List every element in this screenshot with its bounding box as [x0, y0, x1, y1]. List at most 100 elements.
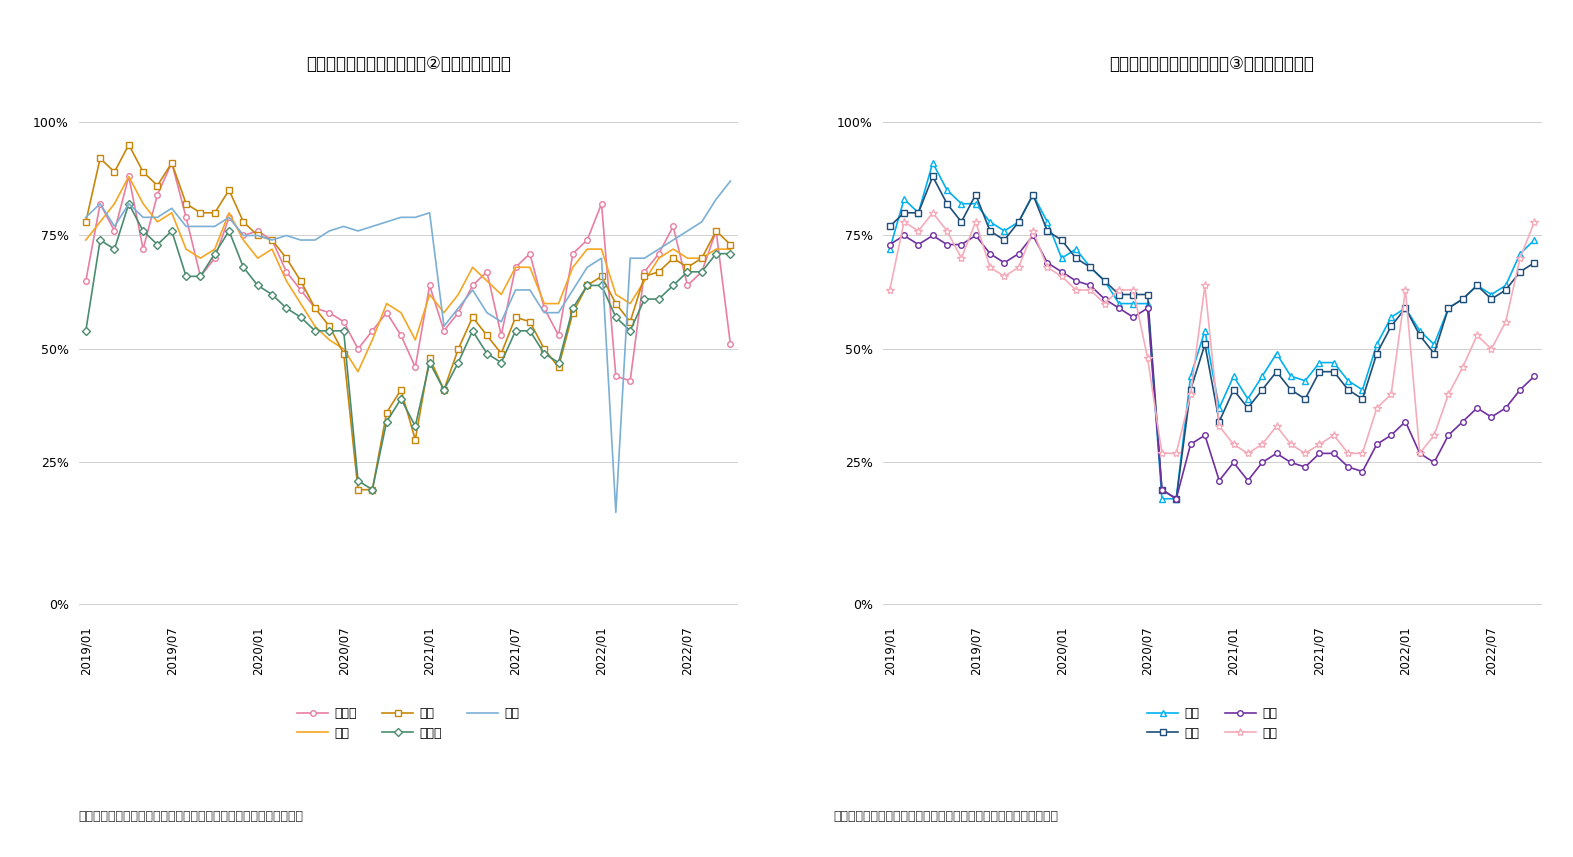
東北	[664, 244, 683, 255]
中国	[1381, 430, 1400, 440]
東海	[1482, 290, 1501, 300]
北海道	[190, 271, 209, 281]
北海道	[105, 225, 124, 236]
東海	[1139, 298, 1158, 309]
東北	[650, 253, 669, 263]
北陸	[277, 231, 296, 241]
北海道	[577, 235, 596, 245]
近畿	[1468, 280, 1486, 291]
東海	[1411, 326, 1430, 336]
甲信越	[621, 326, 640, 336]
九州	[909, 225, 928, 236]
関東	[249, 231, 267, 241]
北陸	[392, 213, 411, 223]
Line: 九州: 九州	[886, 208, 1538, 458]
北海道	[462, 280, 481, 291]
九州	[1453, 362, 1472, 372]
北陸	[692, 217, 711, 227]
東海	[1339, 375, 1357, 386]
中国	[1139, 303, 1158, 314]
九州	[1038, 262, 1057, 273]
東海	[980, 217, 999, 227]
北陸	[349, 225, 368, 236]
甲信越	[206, 249, 225, 259]
中国	[1238, 476, 1257, 486]
北陸	[478, 308, 497, 318]
北陸	[105, 221, 124, 231]
東北	[305, 321, 324, 332]
中国	[1095, 294, 1114, 304]
九州	[1425, 430, 1444, 440]
北海道	[263, 235, 282, 245]
東海	[1081, 262, 1100, 273]
東北	[333, 344, 352, 354]
東北	[535, 298, 554, 309]
九州	[1195, 280, 1214, 291]
近畿	[1195, 339, 1214, 350]
北陸	[434, 321, 453, 332]
近畿	[1153, 484, 1172, 494]
甲信越	[635, 294, 654, 304]
Line: 北陸: 北陸	[87, 181, 730, 512]
関東	[607, 298, 626, 309]
東海	[1268, 349, 1287, 359]
関東	[277, 253, 296, 263]
Line: 甲信越: 甲信越	[83, 201, 733, 493]
東海	[1153, 494, 1172, 504]
甲信越	[607, 312, 626, 322]
中国	[1339, 462, 1357, 472]
北陸	[448, 303, 467, 314]
甲信越	[263, 290, 282, 300]
甲信越	[349, 476, 368, 486]
甲信越	[406, 421, 425, 431]
九州	[1339, 448, 1357, 458]
北陸	[650, 244, 669, 255]
九州	[1353, 448, 1372, 458]
関東	[176, 199, 195, 209]
中国	[1324, 448, 1343, 458]
東海	[909, 207, 928, 218]
近畿	[1395, 303, 1414, 314]
中国	[1024, 231, 1043, 241]
九州	[1052, 271, 1071, 281]
近畿	[923, 171, 942, 182]
東北	[392, 308, 411, 318]
東海	[1109, 298, 1128, 309]
中国	[1310, 448, 1329, 458]
東海	[1381, 312, 1400, 322]
関東	[664, 253, 683, 263]
近畿	[966, 189, 985, 200]
中国	[1081, 280, 1100, 291]
九州	[1153, 448, 1172, 458]
関東	[349, 484, 368, 494]
中国	[895, 231, 914, 241]
中国	[1268, 448, 1287, 458]
東海	[1367, 339, 1386, 350]
近畿	[1296, 393, 1315, 404]
関東	[263, 235, 282, 245]
九州	[1468, 330, 1486, 340]
北海道	[77, 276, 96, 286]
甲信越	[234, 262, 253, 273]
中国	[1123, 312, 1142, 322]
東海	[1095, 276, 1114, 286]
近畿	[1524, 258, 1543, 268]
甲信越	[120, 199, 138, 209]
近畿	[1453, 294, 1472, 304]
北陸	[577, 262, 596, 273]
近畿	[1167, 494, 1186, 504]
北海道	[249, 225, 267, 236]
北陸	[91, 199, 110, 209]
近畿	[1066, 253, 1085, 263]
北陸	[549, 308, 568, 318]
甲信越	[678, 267, 697, 277]
中国	[1296, 462, 1315, 472]
北陸	[678, 225, 697, 236]
東北	[378, 298, 396, 309]
九州	[1381, 389, 1400, 399]
甲信越	[478, 349, 497, 359]
東海	[1195, 326, 1214, 336]
関東	[220, 185, 239, 195]
九州	[1510, 253, 1529, 263]
近畿	[1010, 217, 1029, 227]
